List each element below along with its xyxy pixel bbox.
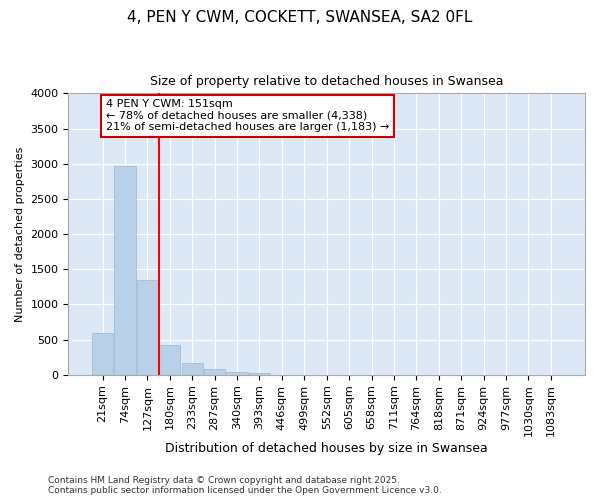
Bar [92, 332, 113, 375]
Bar [226, 372, 248, 375]
X-axis label: Distribution of detached houses by size in Swansea: Distribution of detached houses by size … [166, 442, 488, 455]
Text: 4, PEN Y CWM, COCKETT, SWANSEA, SA2 0FL: 4, PEN Y CWM, COCKETT, SWANSEA, SA2 0FL [127, 10, 473, 25]
Y-axis label: Number of detached properties: Number of detached properties [15, 146, 25, 322]
Text: Contains HM Land Registry data © Crown copyright and database right 2025.
Contai: Contains HM Land Registry data © Crown c… [48, 476, 442, 495]
Bar [249, 372, 270, 375]
Title: Size of property relative to detached houses in Swansea: Size of property relative to detached ho… [150, 75, 503, 88]
Bar [204, 368, 225, 375]
Bar [115, 166, 136, 375]
Bar [137, 280, 158, 375]
Text: 4 PEN Y CWM: 151sqm
← 78% of detached houses are smaller (4,338)
21% of semi-det: 4 PEN Y CWM: 151sqm ← 78% of detached ho… [106, 99, 389, 132]
Bar [159, 344, 181, 375]
Bar [182, 362, 203, 375]
